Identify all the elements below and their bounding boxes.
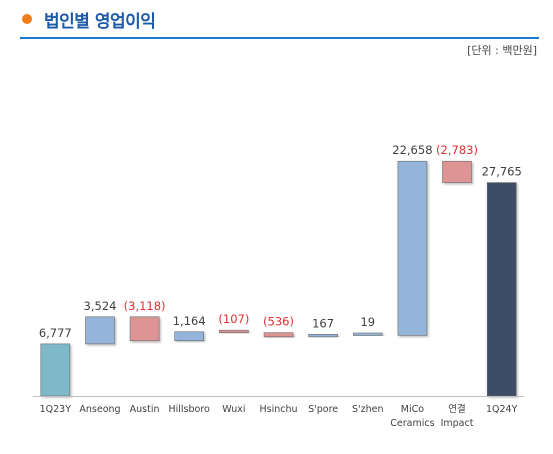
value-label-6: 167 bbox=[312, 316, 334, 330]
bars-layer bbox=[40, 160, 517, 397]
bar-5 bbox=[263, 332, 294, 338]
bar-1 bbox=[85, 316, 115, 345]
x-tick-label-10: 1Q24Y bbox=[486, 404, 518, 415]
value-label-7: 19 bbox=[360, 315, 375, 329]
value-label-8: 22,658 bbox=[392, 143, 432, 157]
x-tick-label-5: Hsinchu bbox=[259, 404, 297, 415]
bar-7 bbox=[352, 332, 383, 336]
section-header: 법인별 영업이익 bbox=[0, 0, 553, 40]
x-tick-label-3: Hillsboro bbox=[169, 404, 211, 415]
bar-8 bbox=[397, 160, 428, 336]
value-label-3: 1,164 bbox=[173, 314, 206, 328]
x-tick-label-9: 연결 Impact bbox=[441, 404, 474, 429]
value-label-9: (2,783) bbox=[436, 143, 478, 157]
unit-label: [단위 : 백만원] bbox=[467, 44, 537, 57]
title-underline bbox=[20, 37, 539, 39]
x-tick-label-1: Anseong bbox=[79, 404, 120, 415]
value-labels-layer: 6,777 3,524 (3,118) 1,164 (107) (536) 167 19 22,… bbox=[39, 143, 522, 340]
page-title: 법인별 영업이익 bbox=[44, 12, 156, 32]
value-label-1: 3,524 bbox=[84, 299, 117, 313]
bar-0 bbox=[40, 343, 71, 397]
value-label-0: 6,777 bbox=[39, 326, 72, 340]
value-label-2: (3,118) bbox=[124, 299, 166, 313]
x-tick-label-0: 1Q23Y bbox=[40, 404, 72, 415]
x-tick-label-6: S'pore bbox=[308, 404, 338, 415]
bar-2 bbox=[129, 316, 160, 342]
bullet-icon bbox=[22, 14, 32, 24]
x-tick-labels-layer: 1Q23Y Anseong Austin Hillsboro Wuxi Hsinchu S'… bbox=[40, 404, 518, 429]
x-tick-label-7: S'zhen bbox=[352, 404, 384, 415]
bar-4 bbox=[219, 329, 249, 334]
x-tick-label-4: Wuxi bbox=[222, 404, 245, 415]
value-label-5: (536) bbox=[263, 315, 294, 329]
bar-6 bbox=[308, 333, 338, 338]
bar-3 bbox=[174, 331, 204, 341]
x-tick-label-2: Austin bbox=[130, 404, 160, 415]
value-label-10: 27,765 bbox=[482, 165, 522, 179]
bar-9 bbox=[442, 160, 472, 183]
bar-10 bbox=[486, 182, 517, 397]
x-tick-label-8: MiCo Ceramics bbox=[390, 404, 434, 429]
value-label-4: (107) bbox=[218, 312, 249, 326]
